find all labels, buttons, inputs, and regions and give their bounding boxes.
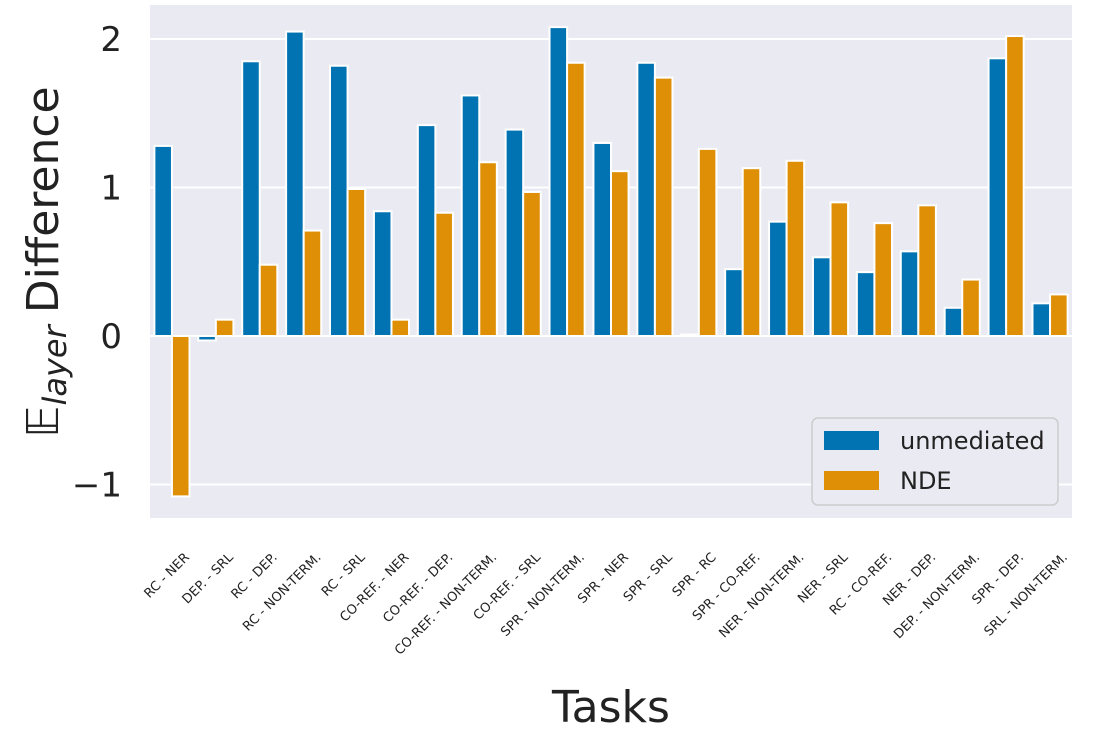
bar-nde — [697, 147, 718, 337]
x-tick-label: RC - NON-TERM. — [240, 550, 324, 634]
bar-unmediated — [768, 220, 788, 337]
y-axis-title: 𝔼layer Difference — [18, 86, 74, 437]
bar-unmediated — [724, 268, 744, 337]
bar-nde — [346, 187, 367, 337]
x-tick-label: SRL - NON-TERM. — [982, 550, 1071, 639]
y-axis-title-subscript: layer — [36, 323, 74, 405]
y-tick-label: 0 — [100, 317, 122, 357]
bars — [153, 26, 1069, 498]
bar-unmediated — [504, 128, 525, 337]
bar-unmediated — [987, 57, 1008, 338]
y-tick-label: −1 — [72, 466, 122, 506]
x-tick-label: SPR - NON-TERM. — [498, 550, 588, 640]
bar-nde — [214, 318, 235, 338]
y-tick-label: 1 — [100, 169, 122, 209]
bar-nde — [785, 159, 806, 337]
bar-nde — [522, 190, 542, 337]
bar-unmediated — [197, 335, 217, 342]
bar-nde — [1049, 293, 1069, 338]
legend-label-nde: NDE — [900, 467, 952, 495]
bar-nde — [478, 161, 498, 337]
y-axis-title-suffix: Difference — [18, 86, 69, 313]
bar-unmediated — [416, 124, 437, 337]
x-tick-label: NER - NON-TERM. — [716, 550, 807, 641]
bar-unmediated — [811, 256, 832, 338]
bar-nde — [302, 229, 323, 337]
bar-unmediated — [943, 306, 964, 338]
bar-unmediated — [592, 141, 613, 337]
x-tick-label: SPR - SRL — [621, 550, 676, 605]
bar-unmediated — [636, 61, 656, 337]
bar-unmediated — [241, 60, 261, 338]
bar-unmediated — [548, 26, 569, 338]
bar-nde — [829, 201, 850, 337]
bar-nde — [390, 318, 411, 338]
legend-label-unmediated: unmediated — [900, 427, 1045, 455]
bar-nde — [873, 222, 893, 337]
bar-unmediated — [460, 94, 481, 338]
bar-unmediated — [680, 333, 700, 338]
legend-swatch-nde — [824, 471, 879, 490]
bar-unmediated — [372, 210, 393, 337]
legend: unmediated NDE — [811, 417, 1059, 506]
bar-unmediated — [285, 30, 305, 337]
bar-unmediated — [899, 250, 920, 337]
bar-nde — [170, 335, 191, 498]
bar-unmediated — [153, 144, 173, 337]
bar-unmediated — [1031, 302, 1052, 337]
bar-unmediated — [855, 271, 876, 337]
bar-nde — [610, 170, 630, 337]
x-axis-title: Tasks — [551, 682, 670, 729]
y-axis-title-prefix: 𝔼 — [18, 406, 69, 438]
bar-unmediated — [329, 64, 349, 337]
bar-nde — [566, 61, 586, 337]
bar-nde — [258, 263, 279, 337]
bar-nde — [917, 204, 937, 337]
bar-nde — [653, 76, 674, 338]
y-tick-label: 2 — [100, 20, 122, 60]
legend-swatch-unmediated — [824, 431, 879, 450]
bar-nde — [434, 211, 454, 337]
bar-nde — [961, 278, 981, 338]
bar-nde — [1005, 35, 1025, 337]
bar-nde — [741, 167, 762, 337]
y-tick-labels: −1 0 1 2 — [72, 20, 122, 506]
